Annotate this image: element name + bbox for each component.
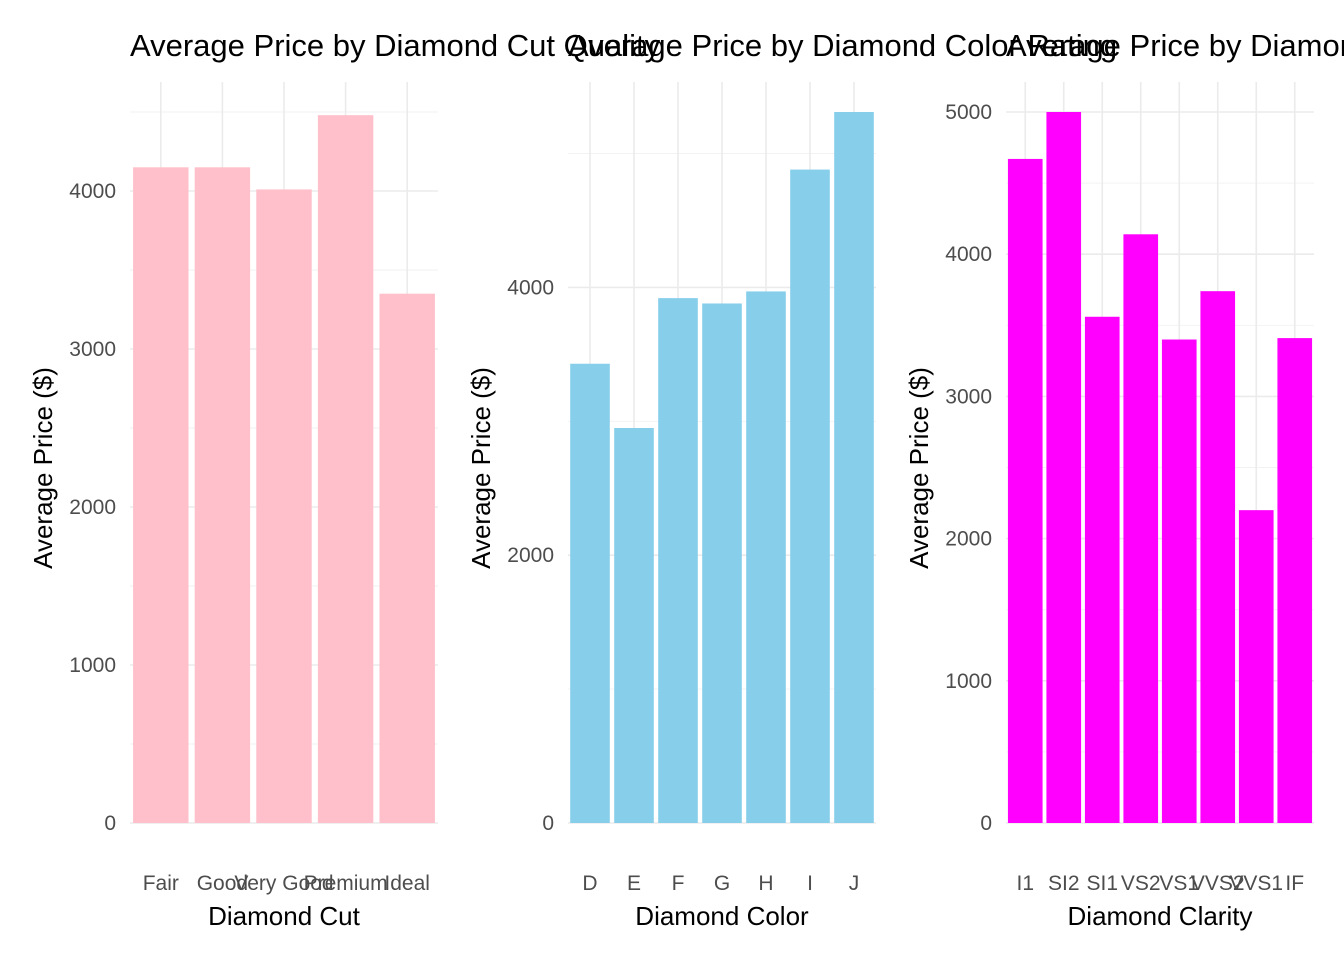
x-tick-label: D xyxy=(582,872,597,895)
x-axis-title: Diamond Color xyxy=(635,901,809,931)
chart-title: Average Price by Diamond Clarity xyxy=(1006,28,1344,63)
bar-very-good xyxy=(256,189,312,824)
y-tick-label: 0 xyxy=(980,812,992,835)
bar-vvs1 xyxy=(1238,510,1274,823)
bar-ideal xyxy=(379,293,435,823)
bar-si1 xyxy=(1084,316,1120,823)
x-tick-label: VS2 xyxy=(1121,872,1161,895)
y-tick-label: 3000 xyxy=(69,338,116,361)
y-tick-label: 5000 xyxy=(945,101,992,124)
panel-2: 0 2000 4000 D E F G H I J Diamond Color Average Pri… xyxy=(466,82,876,931)
x-axis-title: Diamond Cut xyxy=(208,901,361,931)
x-tick-label: E xyxy=(627,872,641,895)
bar-i xyxy=(790,169,830,823)
bar-g xyxy=(702,303,742,823)
bar-i1 xyxy=(1007,158,1043,823)
y-tick-label: 2000 xyxy=(945,528,992,551)
x-tick-label: Very Good xyxy=(234,872,333,895)
titles-layer: Average Price by Diamond Cut QualityAver… xyxy=(130,28,1344,63)
y-axis-title: Average Price ($) xyxy=(28,367,58,569)
chart-title: Average Price by Diamond Color Rating xyxy=(568,28,1117,63)
bar-if xyxy=(1277,338,1313,823)
x-tick-label: SI2 xyxy=(1048,872,1080,895)
bar-h xyxy=(746,291,786,824)
x-tick-label: VVS1 xyxy=(1229,872,1283,895)
bar-good xyxy=(194,167,251,824)
x-tick-label: Good xyxy=(197,872,248,895)
bar-d xyxy=(570,363,610,823)
bar-vs1 xyxy=(1161,339,1197,823)
y-tick-label: 2000 xyxy=(507,544,554,567)
x-tick-label: G xyxy=(714,872,730,895)
x-tick-label: VS1 xyxy=(1159,872,1199,895)
bar-premium xyxy=(317,115,374,823)
bar-fair xyxy=(133,167,189,824)
x-tick-label: IF xyxy=(1285,872,1304,895)
y-tick-label: 4000 xyxy=(945,243,992,266)
chart-title: Average Price by Diamond Cut Quality xyxy=(130,28,661,63)
x-tick-label: SI1 xyxy=(1086,872,1118,895)
bar-f xyxy=(658,298,698,823)
x-tick-label: Ideal xyxy=(384,872,430,895)
y-tick-label: 0 xyxy=(542,812,554,835)
y-axis-title: Average Price ($) xyxy=(466,367,496,569)
bar-vs2 xyxy=(1123,234,1159,824)
x-tick-label: H xyxy=(758,872,773,895)
x-tick-label: Premium xyxy=(304,872,388,895)
y-axis-title: Average Price ($) xyxy=(904,367,934,569)
y-tick-label: 1000 xyxy=(945,670,992,693)
bar-j xyxy=(834,112,874,823)
y-tick-label: 2000 xyxy=(69,496,116,519)
y-tick-label: 3000 xyxy=(945,385,992,408)
x-tick-label: Fair xyxy=(143,872,179,895)
y-tick-label: 0 xyxy=(104,812,116,835)
panel-3: 0 1000 2000 3000 4000 5000 I1 SI2 SI1 VS2VS1VVS2V… xyxy=(904,82,1314,931)
y-tick-label: 4000 xyxy=(69,180,116,203)
x-tick-label: J xyxy=(849,872,860,895)
y-tick-label: 1000 xyxy=(69,654,116,677)
x-tick-label: I xyxy=(807,872,813,895)
bar-si2 xyxy=(1046,112,1082,823)
bar-vvs2 xyxy=(1200,291,1236,823)
x-tick-label: F xyxy=(672,872,685,895)
y-tick-label: 4000 xyxy=(507,276,554,299)
bar-e xyxy=(614,428,654,823)
x-axis-title: Diamond Clarity xyxy=(1068,901,1253,931)
x-tick-label: I1 xyxy=(1016,872,1034,895)
x-tick-label: VVS2 xyxy=(1191,872,1245,895)
